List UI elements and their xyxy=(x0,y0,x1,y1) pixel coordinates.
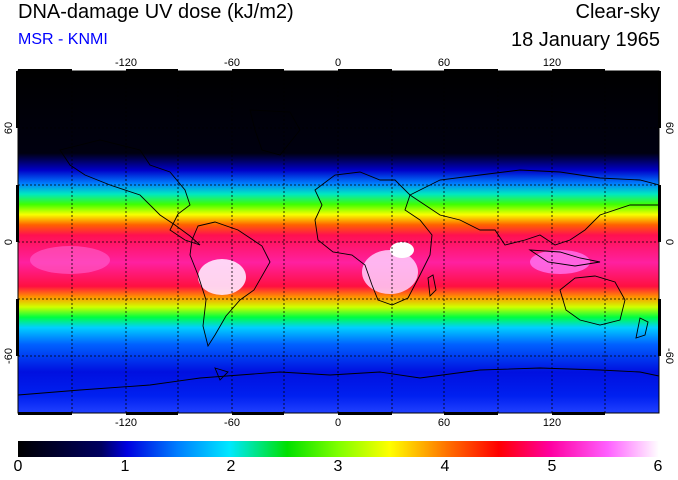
map-date: 18 January 1965 xyxy=(510,29,660,51)
lon-tick-bottom-label: -120 xyxy=(115,417,137,429)
lon-tick-top-label: 60 xyxy=(438,57,450,69)
colorbar-label: 0 xyxy=(13,458,23,475)
lat-tick-right-label: -60 xyxy=(663,348,675,364)
colorbar-label: 4 xyxy=(440,458,450,475)
colorbar-label: 3 xyxy=(333,458,343,475)
map-title: DNA-damage UV dose (kJ/m2) xyxy=(18,1,294,23)
lat-tick-left-label: -60 xyxy=(3,348,15,364)
colorbar-label: 6 xyxy=(653,458,663,475)
lat-tick-left-label: 0 xyxy=(3,239,15,245)
lon-tick-top-label: -120 xyxy=(115,57,137,69)
colorbar xyxy=(18,441,659,457)
lon-tick-top-label: 120 xyxy=(543,57,561,69)
lat-tick-right-label: 60 xyxy=(663,122,675,134)
graticule xyxy=(18,71,659,413)
data-source-label: MSR - KNMI xyxy=(18,31,108,48)
sky-condition-label: Clear-sky xyxy=(575,1,660,23)
lon-tick-top-label: -60 xyxy=(224,57,240,69)
lat-tick-left-label: 60 xyxy=(3,122,15,134)
lon-tick-bottom-label: -60 xyxy=(224,417,240,429)
lon-tick-top-label: 0 xyxy=(335,57,341,69)
lat-tick-right-label: 0 xyxy=(663,239,675,245)
map-frame xyxy=(16,69,661,415)
colorbar-label: 5 xyxy=(547,458,557,475)
coastlines xyxy=(18,109,659,396)
colorbar-label: 1 xyxy=(120,458,130,475)
colorbar-label: 2 xyxy=(226,458,236,475)
lon-tick-bottom-label: 60 xyxy=(438,417,450,429)
lon-tick-bottom-label: 120 xyxy=(543,417,561,429)
lon-tick-bottom-label: 0 xyxy=(335,417,341,429)
